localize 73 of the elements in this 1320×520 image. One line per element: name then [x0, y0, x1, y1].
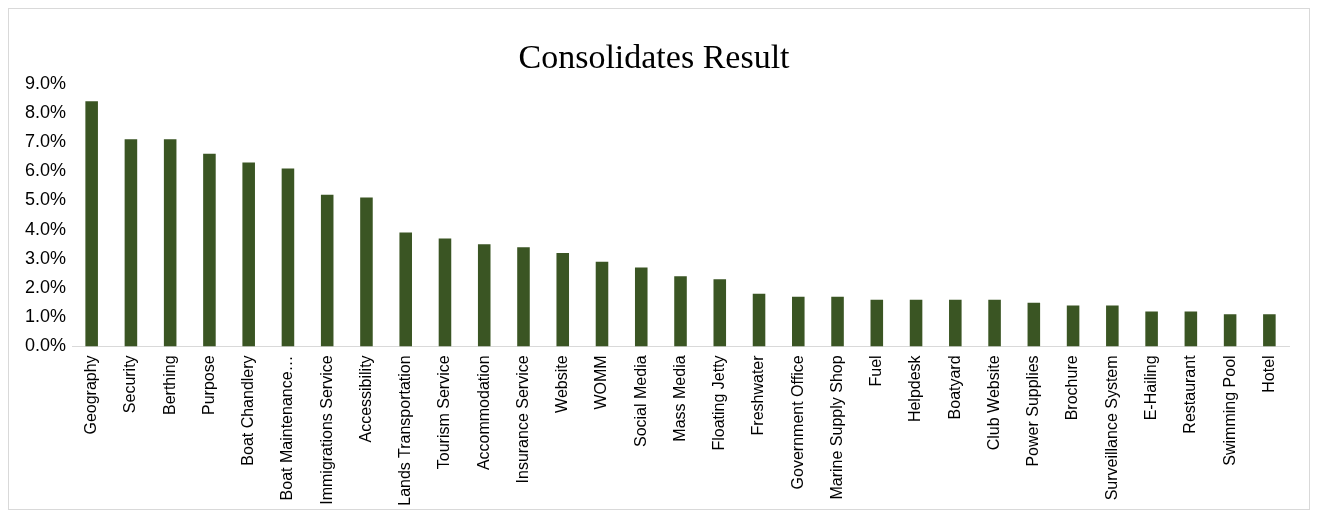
- y-tick-label: 9.0%: [25, 72, 67, 93]
- bar: [399, 232, 412, 347]
- y-tick-label: 6.0%: [25, 160, 67, 181]
- bar: [1027, 302, 1041, 347]
- bar: [281, 168, 295, 347]
- y-tick-label: 7.0%: [25, 131, 67, 152]
- bar: [909, 299, 923, 347]
- bar: [988, 299, 1001, 347]
- bar: [360, 197, 373, 347]
- x-tick-label: Berthing: [160, 355, 178, 415]
- x-tick-label: Immigrations Service: [317, 355, 335, 505]
- y-tick-label: 3.0%: [25, 247, 67, 268]
- x-tick-label: Club Website: [984, 355, 1002, 451]
- bar: [1263, 314, 1276, 347]
- x-tick-label: Helpdesk: [906, 354, 924, 423]
- bar: [1184, 311, 1198, 347]
- x-tick-label: Brochure: [1063, 355, 1081, 421]
- x-tick-label: Government Office: [788, 355, 806, 490]
- x-tick-label: Accessibility: [356, 355, 374, 443]
- x-tick-label: Floating Jetty: [710, 355, 728, 451]
- bar: [1223, 314, 1237, 347]
- bar: [949, 299, 962, 347]
- x-tick-label: Hotel: [1259, 355, 1277, 393]
- y-tick-label: 0.0%: [25, 335, 67, 356]
- x-tick-label: Accommodation: [474, 355, 492, 471]
- x-tick-label: Purpose: [199, 355, 217, 415]
- x-tick-label: Surveillance System: [1102, 355, 1120, 501]
- bar: [320, 194, 334, 347]
- x-tick-label: Power Supplies: [1024, 355, 1042, 467]
- x-tick-label: Marine Supply Shop: [827, 355, 845, 500]
- y-tick-label: 5.0%: [25, 189, 67, 210]
- x-tick-label: Social Media: [631, 355, 649, 447]
- y-tick-label: 2.0%: [25, 277, 67, 298]
- bar: [792, 296, 805, 347]
- bar: [713, 279, 727, 347]
- x-tick-label: Mass Media: [670, 355, 688, 442]
- x-tick-label: Swimming Pool: [1220, 355, 1238, 466]
- bar: [595, 261, 609, 347]
- bar: [242, 162, 255, 347]
- x-tick-label: Lands Transportation: [396, 355, 414, 506]
- x-tick-label: Boatyard: [945, 355, 963, 420]
- x-tick-label: WOMM: [592, 355, 610, 410]
- y-tick-label: 1.0%: [25, 306, 67, 327]
- bar: [438, 238, 452, 347]
- x-tick-label: Insurance Service: [513, 355, 531, 484]
- bar: [163, 139, 177, 347]
- bar: [1145, 311, 1158, 347]
- y-tick-label: 8.0%: [25, 101, 67, 122]
- x-tick-label: Geography: [82, 355, 100, 435]
- x-tick-label: Boat Chandlery: [239, 355, 257, 466]
- bar: [517, 247, 530, 347]
- bar: [1106, 305, 1119, 347]
- x-tick-label: Fuel: [867, 355, 885, 387]
- y-tick-label: 4.0%: [25, 218, 67, 239]
- bar: [477, 244, 491, 347]
- x-tick-label: Freshwater: [749, 354, 767, 436]
- bar: [556, 253, 570, 347]
- bar: [203, 153, 216, 347]
- x-tick-label: Boat Maintenance…: [278, 355, 296, 501]
- bar: [124, 139, 138, 347]
- bar: [634, 267, 648, 347]
- x-tick-label: E-Hailing: [1142, 355, 1160, 421]
- bar: [831, 296, 844, 347]
- x-tick-label: Tourism Service: [435, 355, 453, 470]
- x-tick-label: Restaurant: [1181, 354, 1199, 434]
- bar: [674, 276, 687, 347]
- bar: [1066, 305, 1080, 347]
- bar: [752, 293, 766, 347]
- bar: [85, 101, 98, 347]
- x-tick-label: Security: [121, 355, 139, 414]
- x-tick-label: Website: [553, 355, 571, 413]
- bar: [870, 299, 884, 347]
- chart-title: Consolidates Result: [518, 38, 791, 76]
